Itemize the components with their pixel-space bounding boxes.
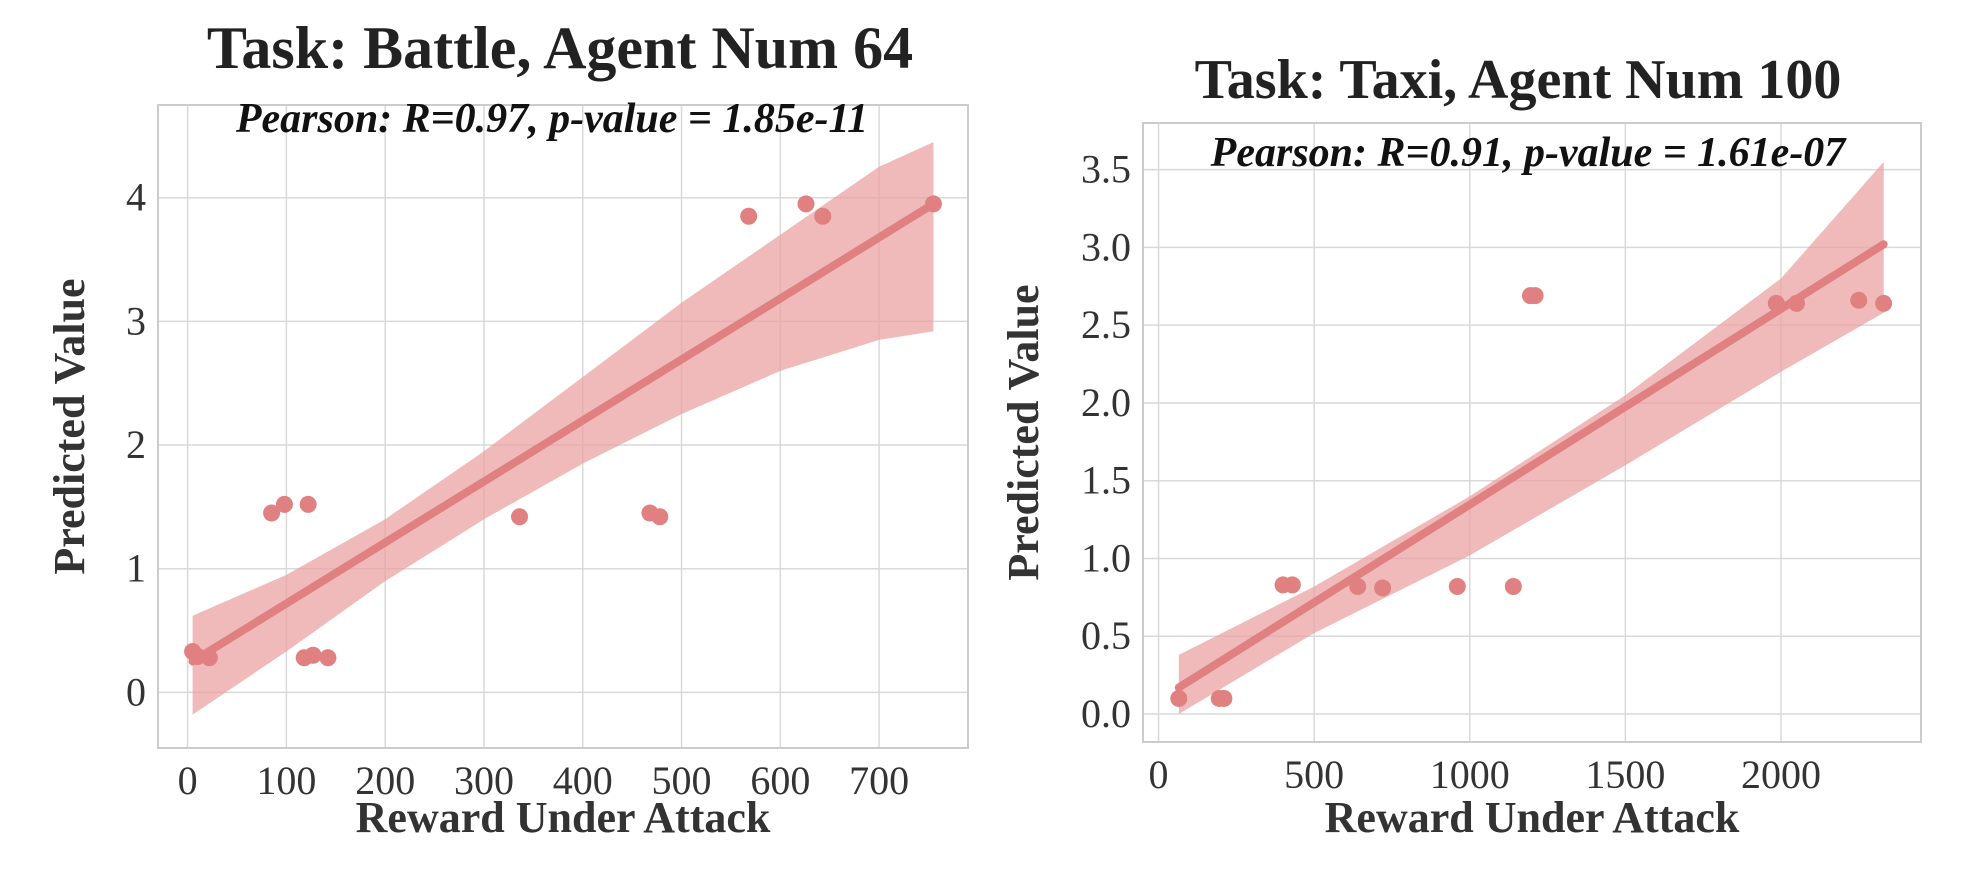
regression-line xyxy=(188,199,938,666)
regression-line xyxy=(1174,240,1888,692)
chart-battle: 0 100 200 300 400 500 600 700 0 1 2 3 4 Task: Battle,… xyxy=(45,15,969,842)
x-tick-label: 700 xyxy=(849,758,909,803)
data-point xyxy=(1349,577,1367,595)
data-point xyxy=(1283,576,1301,594)
y-tick-label: 4 xyxy=(126,175,146,220)
x-tick-label: 2000 xyxy=(1741,752,1821,797)
chart-title: Task: Taxi, Agent Num 100 xyxy=(1195,49,1842,111)
y-tick-label: 3.5 xyxy=(1081,147,1131,192)
data-point xyxy=(924,195,942,213)
data-point xyxy=(1767,294,1785,312)
x-tick-label: 0 xyxy=(1149,752,1169,797)
y-tick-label: 3 xyxy=(126,298,146,343)
x-tick-label: 300 xyxy=(454,758,514,803)
y-tick-label: 2 xyxy=(126,422,146,467)
x-tick-label: 100 xyxy=(256,758,316,803)
x-axis-label: Reward Under Attack xyxy=(1325,793,1740,842)
x-axis-label: Reward Under Attack xyxy=(356,793,771,842)
data-point xyxy=(1448,577,1466,595)
data-point xyxy=(1875,294,1893,312)
x-tick-label: 0 xyxy=(178,758,198,803)
y-axis-label: Predicted Value xyxy=(45,278,94,574)
data-point xyxy=(200,649,218,667)
data-point xyxy=(1850,291,1868,309)
y-tick-label: 1.0 xyxy=(1081,535,1131,580)
data-point xyxy=(319,649,337,667)
y-tick-label: 2.5 xyxy=(1081,302,1131,347)
x-tick-label: 1500 xyxy=(1585,752,1665,797)
data-point xyxy=(304,646,322,664)
data-point xyxy=(814,207,832,225)
y-tick-label: 3.0 xyxy=(1081,224,1131,269)
axis-frame xyxy=(157,104,969,749)
y-axis-label: Predicted Value xyxy=(999,284,1048,580)
pearson-annotation: Pearson: R=0.97, p-value = 1.85e-11 xyxy=(235,96,868,142)
data-point xyxy=(1788,294,1806,312)
y-tick-label: 2.0 xyxy=(1081,380,1131,425)
axis-frame xyxy=(1142,122,1922,743)
y-tick-label: 1 xyxy=(126,546,146,591)
x-tick-label: 500 xyxy=(652,758,712,803)
data-point xyxy=(511,508,529,526)
x-tick-label: 200 xyxy=(355,758,415,803)
data-point xyxy=(263,504,281,522)
data-point xyxy=(1526,287,1544,305)
data-point xyxy=(1504,577,1522,595)
x-tick-label: 500 xyxy=(1284,752,1344,797)
chart-taxi: 0 500 1000 1500 2000 0.0 0.5 1.0 1.5 2.0 2.5 3.0 3.5… xyxy=(999,49,1922,842)
y-tick-label: 0 xyxy=(126,669,146,714)
x-tick-label: 600 xyxy=(750,758,810,803)
x-tick-label: 400 xyxy=(553,758,613,803)
pearson-annotation: Pearson: R=0.91, p-value = 1.61e-07 xyxy=(1210,130,1848,176)
y-tick-label: 0.5 xyxy=(1081,613,1131,658)
data-point xyxy=(299,495,317,513)
data-point xyxy=(797,195,815,213)
data-point xyxy=(651,508,669,526)
y-tick-label: 0.0 xyxy=(1081,691,1131,736)
data-point xyxy=(1374,579,1392,597)
data-point xyxy=(740,207,758,225)
data-point xyxy=(1215,689,1233,707)
x-tick-label: 1000 xyxy=(1430,752,1510,797)
y-tick-label: 1.5 xyxy=(1081,458,1131,503)
chart-title: Task: Battle, Agent Num 64 xyxy=(207,15,913,81)
data-point xyxy=(1170,689,1188,707)
data-point xyxy=(275,495,293,513)
